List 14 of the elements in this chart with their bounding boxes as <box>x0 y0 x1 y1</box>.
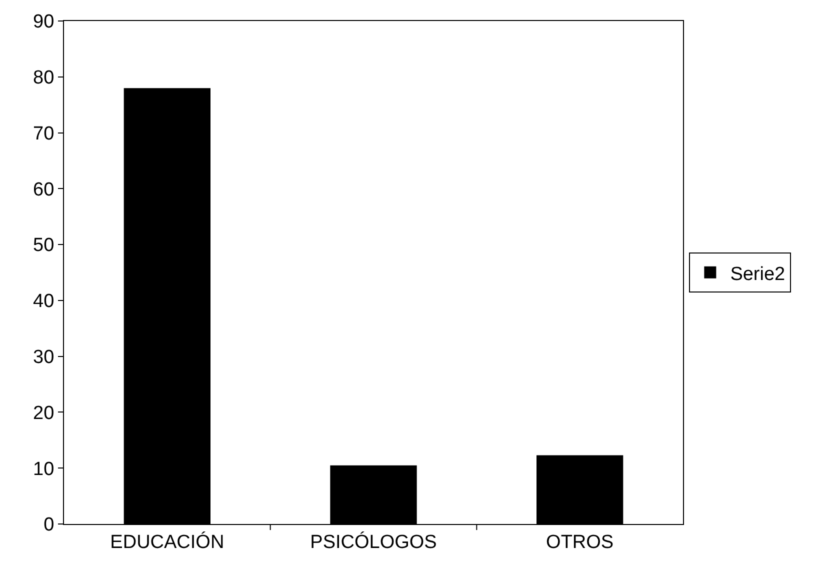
y-tick-label: 0 <box>44 514 54 536</box>
y-tick-label: 40 <box>33 291 54 312</box>
x-tick-label: OTROS <box>546 532 614 553</box>
y-tick-label: 90 <box>33 12 54 33</box>
y-tick-label: 50 <box>33 235 54 256</box>
y-tick-label: 80 <box>33 68 54 89</box>
y-tick-label: 10 <box>33 458 54 480</box>
x-tick-label: PSICÓLOGOS <box>310 530 437 553</box>
legend-label: Serie2 <box>730 264 786 285</box>
y-tick-label: 30 <box>33 346 54 368</box>
y-tick-label: 60 <box>33 179 54 200</box>
y-tick-label: 70 <box>33 123 54 144</box>
x-tick-label: EDUCACIÓN <box>110 530 224 553</box>
y-tick-label: 20 <box>33 402 54 424</box>
